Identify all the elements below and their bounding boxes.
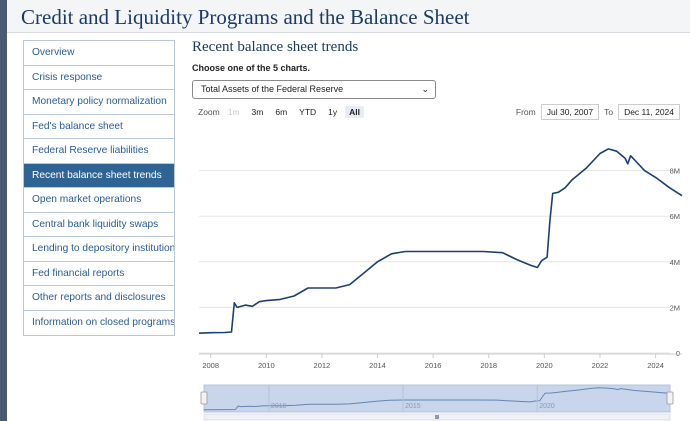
sidebar-item[interactable]: Crisis response xyxy=(24,65,174,90)
x-tick-label: 2016 xyxy=(425,361,442,370)
zoom-button[interactable]: 1y xyxy=(328,107,338,117)
zoom-label: Zoom xyxy=(198,107,220,117)
y-tick-label: 8M xyxy=(670,167,680,176)
x-tick-label: 2008 xyxy=(202,361,219,370)
y-tick-label: 4M xyxy=(670,258,680,267)
x-tick-label: 2022 xyxy=(592,361,609,370)
window-left-edge xyxy=(0,0,7,421)
from-label: From xyxy=(515,107,536,117)
page-header: Credit and Liquidity Programs and the Ba… xyxy=(7,0,690,33)
navigator-series-line xyxy=(203,387,671,411)
chart-chooser-label: Choose one of the 5 charts. xyxy=(192,63,311,73)
chevron-down-icon: ⌄ xyxy=(421,84,429,94)
y-tick-label: 6M xyxy=(670,212,680,221)
navigator-tick-label: 2015 xyxy=(405,403,421,410)
sidebar-item[interactable]: Federal Reserve liabilities xyxy=(24,139,174,164)
zoom-button[interactable]: All xyxy=(345,106,365,118)
series-line-total-assets[interactable] xyxy=(198,148,683,334)
chart-select[interactable]: Total Assets of the Federal Reserve ⌄ xyxy=(192,80,436,99)
navigator-handle[interactable] xyxy=(666,391,674,405)
sidebar-nav: Overview Crisis response Monetary policy n… xyxy=(23,40,175,336)
x-tick-label: 2012 xyxy=(314,361,331,370)
sidebar-item[interactable]: Recent balance sheet trends xyxy=(24,163,174,188)
zoom-button[interactable]: YTD xyxy=(299,107,317,117)
navigator-handle[interactable] xyxy=(200,391,208,405)
zoom-controls: Zoom 1m 3m 6m YTD 1y All xyxy=(198,105,365,119)
sidebar-item[interactable]: Lending to depository institutions xyxy=(24,237,174,262)
zoom-button[interactable]: 6m xyxy=(275,107,288,117)
x-tick-label: 2010 xyxy=(258,361,275,370)
scrollbar-grip-icon[interactable] xyxy=(435,415,439,419)
navigator-tick-label: 2010 xyxy=(271,403,287,410)
date-range-controls: From Jul 30, 2007 To Dec 11, 2024 xyxy=(516,104,680,120)
x-tick-label: 2020 xyxy=(536,361,553,370)
sidebar-item[interactable]: Central bank liquidity swaps xyxy=(24,212,174,237)
sidebar-item[interactable]: Open market operations xyxy=(24,188,174,213)
to-label: To xyxy=(604,107,614,117)
zoom-button[interactable]: 3m xyxy=(251,107,264,117)
zoom-button[interactable]: 1m xyxy=(227,107,240,117)
section-heading: Recent balance sheet trends xyxy=(192,39,359,55)
sidebar-item[interactable]: Fed financial reports xyxy=(24,261,174,286)
navigator-tick-label: 2020 xyxy=(539,403,555,410)
page-title: Credit and Liquidity Programs and the Ba… xyxy=(21,5,470,29)
sidebar-item[interactable]: Monetary policy normalization xyxy=(24,90,174,115)
x-tick-label: 2014 xyxy=(369,361,386,370)
sidebar-item[interactable]: Overview xyxy=(24,41,174,66)
chart-select-value: Total Assets of the Federal Reserve xyxy=(201,84,344,94)
sidebar-item[interactable]: Information on closed programs xyxy=(24,310,174,335)
y-tick-label: 2M xyxy=(670,303,680,312)
x-tick-label: 2018 xyxy=(480,361,497,370)
sidebar-item[interactable]: Other reports and disclosures xyxy=(24,286,174,311)
navigator-selection[interactable] xyxy=(203,384,671,413)
sidebar-item[interactable]: Fed's balance sheet xyxy=(24,114,174,139)
from-date-input[interactable]: Jul 30, 2007 xyxy=(540,104,600,120)
balance-sheet-chart[interactable]: 02M4M6M8M2008201020122014201620182020202… xyxy=(196,120,686,421)
to-date-input[interactable]: Dec 11, 2024 xyxy=(618,104,680,120)
x-tick-label: 2024 xyxy=(647,361,664,370)
